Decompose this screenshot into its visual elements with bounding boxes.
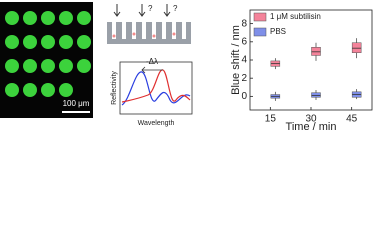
legend-swatch — [253, 27, 267, 37]
legend-label: PBS — [270, 27, 286, 36]
question-mark: ? — [173, 4, 178, 13]
x-tick-label: 45 — [346, 114, 358, 125]
y-tick-label: 4 — [241, 55, 247, 66]
microscopy-image: 100 μm — [0, 2, 93, 118]
box — [311, 47, 321, 56]
y-tick-label: 6 — [241, 36, 247, 47]
shift-annotation: -Δλ — [146, 57, 158, 66]
scale-label: 100 μm — [63, 99, 90, 108]
x-axis-title: Time / min — [286, 121, 337, 133]
y-tick-label: 2 — [241, 73, 247, 84]
y-tick-label: 0 — [241, 91, 247, 102]
legend-label: 1 μM subtilisin — [270, 12, 321, 21]
y-axis-label: Reflectivity — [111, 71, 118, 105]
box — [311, 92, 321, 98]
figure: 100 μm ? ? -Δλ Reflectivity Wavelength B… — [0, 2, 373, 133]
question-mark: ? — [148, 4, 153, 13]
legend-swatch — [253, 12, 267, 22]
x-tick-label: 15 — [265, 114, 277, 125]
box — [351, 42, 362, 53]
x-tick-label: 30 — [305, 114, 317, 125]
diagram: ? ? -Δλ Reflectivity Wavelength — [107, 4, 193, 127]
y-tick-label: 8 — [241, 18, 247, 29]
x-axis-label: Wavelength — [138, 120, 175, 127]
y-axis-title: Blue shift / nm — [230, 25, 242, 95]
